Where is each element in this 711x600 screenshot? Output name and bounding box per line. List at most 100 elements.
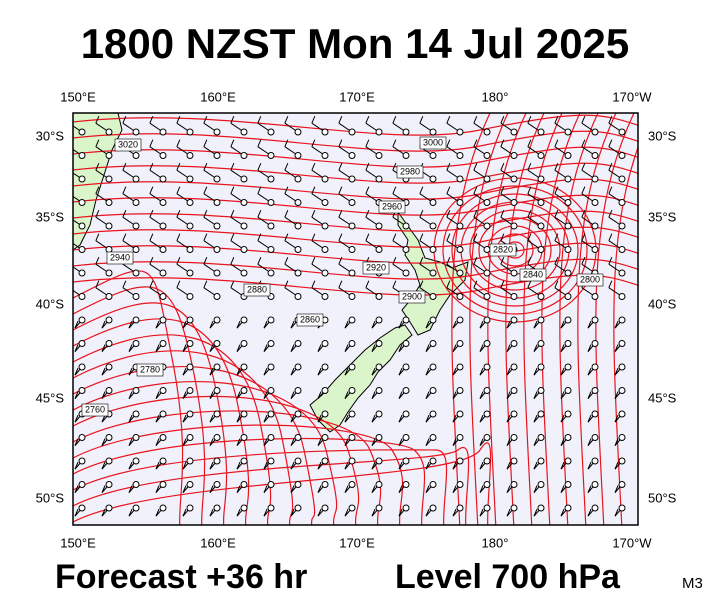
contour-line — [73, 302, 228, 525]
barb-flag — [263, 461, 268, 470]
station — [402, 504, 410, 512]
barb-flag — [533, 367, 538, 376]
barb-flag — [500, 233, 505, 241]
barb-flag — [506, 367, 511, 376]
barb-flag — [284, 233, 289, 241]
barb-flag — [614, 391, 619, 399]
barb-flag — [425, 485, 430, 493]
station — [186, 152, 194, 159]
station — [348, 481, 356, 488]
australia-land — [73, 113, 123, 251]
barb-flag — [608, 116, 613, 124]
barb-flag — [230, 257, 235, 265]
lat-label-right: 50°S — [648, 490, 677, 505]
barb-flag — [533, 344, 538, 352]
station — [483, 340, 491, 347]
barb-flag — [500, 163, 505, 171]
barb-flag — [209, 367, 214, 376]
station — [375, 481, 383, 488]
station — [348, 293, 356, 300]
barb-flag — [581, 210, 586, 218]
contour-label: 2980 — [400, 166, 420, 176]
barb-flag — [69, 210, 72, 217]
station — [267, 175, 275, 183]
barb-flag — [344, 367, 349, 376]
station — [159, 387, 167, 394]
station — [456, 481, 464, 488]
station — [456, 246, 464, 253]
barb-flag — [155, 320, 160, 329]
barb-flag — [479, 508, 484, 517]
barb-flag — [446, 163, 451, 171]
station — [240, 457, 248, 465]
contour-line — [73, 194, 638, 216]
barb-flag — [128, 367, 133, 376]
station — [348, 387, 356, 394]
barb-flag — [236, 344, 241, 352]
barb-flag — [176, 233, 181, 241]
barb-flag — [290, 367, 295, 376]
barb-flag — [506, 438, 511, 446]
barb-flag — [290, 438, 295, 446]
station — [348, 504, 356, 512]
barb-flag — [344, 485, 349, 493]
barb-flag — [101, 461, 106, 470]
barb-flag — [452, 391, 457, 399]
barb-flag — [101, 438, 106, 446]
barb-flag — [554, 116, 559, 124]
station — [564, 410, 572, 418]
contour-label-box — [362, 261, 390, 275]
station — [456, 222, 464, 230]
barb-flag — [230, 139, 235, 147]
barb-flag — [263, 508, 268, 517]
lat-label-left: 30°S — [36, 128, 65, 143]
barb-flag — [203, 186, 208, 194]
station — [240, 434, 248, 441]
contour-line — [541, 113, 581, 525]
barb-flag — [452, 461, 457, 470]
station — [510, 128, 518, 136]
station — [186, 340, 194, 347]
station — [132, 457, 140, 465]
contour-label: 2940 — [110, 252, 130, 262]
barb-flag — [587, 485, 592, 493]
station — [456, 199, 464, 206]
contour-label-box — [136, 363, 164, 377]
station — [294, 222, 302, 230]
station — [591, 481, 599, 488]
barb-flag — [527, 233, 532, 241]
station — [375, 410, 383, 418]
station — [267, 387, 275, 394]
station — [213, 481, 221, 488]
station — [267, 504, 275, 512]
station — [618, 316, 626, 324]
contour-line — [73, 437, 426, 525]
barb-flag — [338, 116, 343, 124]
station — [564, 387, 572, 394]
station — [537, 152, 545, 159]
station — [375, 363, 383, 371]
barb-flag — [182, 414, 187, 423]
station — [240, 316, 248, 324]
barb-flag — [263, 320, 268, 329]
station — [510, 387, 518, 394]
station — [456, 457, 464, 465]
barb-flag — [425, 391, 430, 399]
contour-line — [73, 162, 638, 184]
station — [159, 175, 167, 183]
station — [78, 293, 86, 300]
barb-flag — [230, 280, 235, 288]
station — [267, 152, 275, 159]
station — [132, 316, 140, 324]
barb-flag — [95, 280, 100, 288]
station — [321, 340, 329, 347]
barb-flag — [122, 116, 127, 124]
station — [213, 246, 221, 253]
barb-flag — [473, 257, 478, 265]
station — [564, 246, 572, 253]
barb-flag — [506, 320, 511, 329]
station — [213, 410, 221, 418]
contour-line — [73, 395, 360, 525]
barb-flag — [257, 186, 262, 194]
station — [78, 457, 86, 465]
